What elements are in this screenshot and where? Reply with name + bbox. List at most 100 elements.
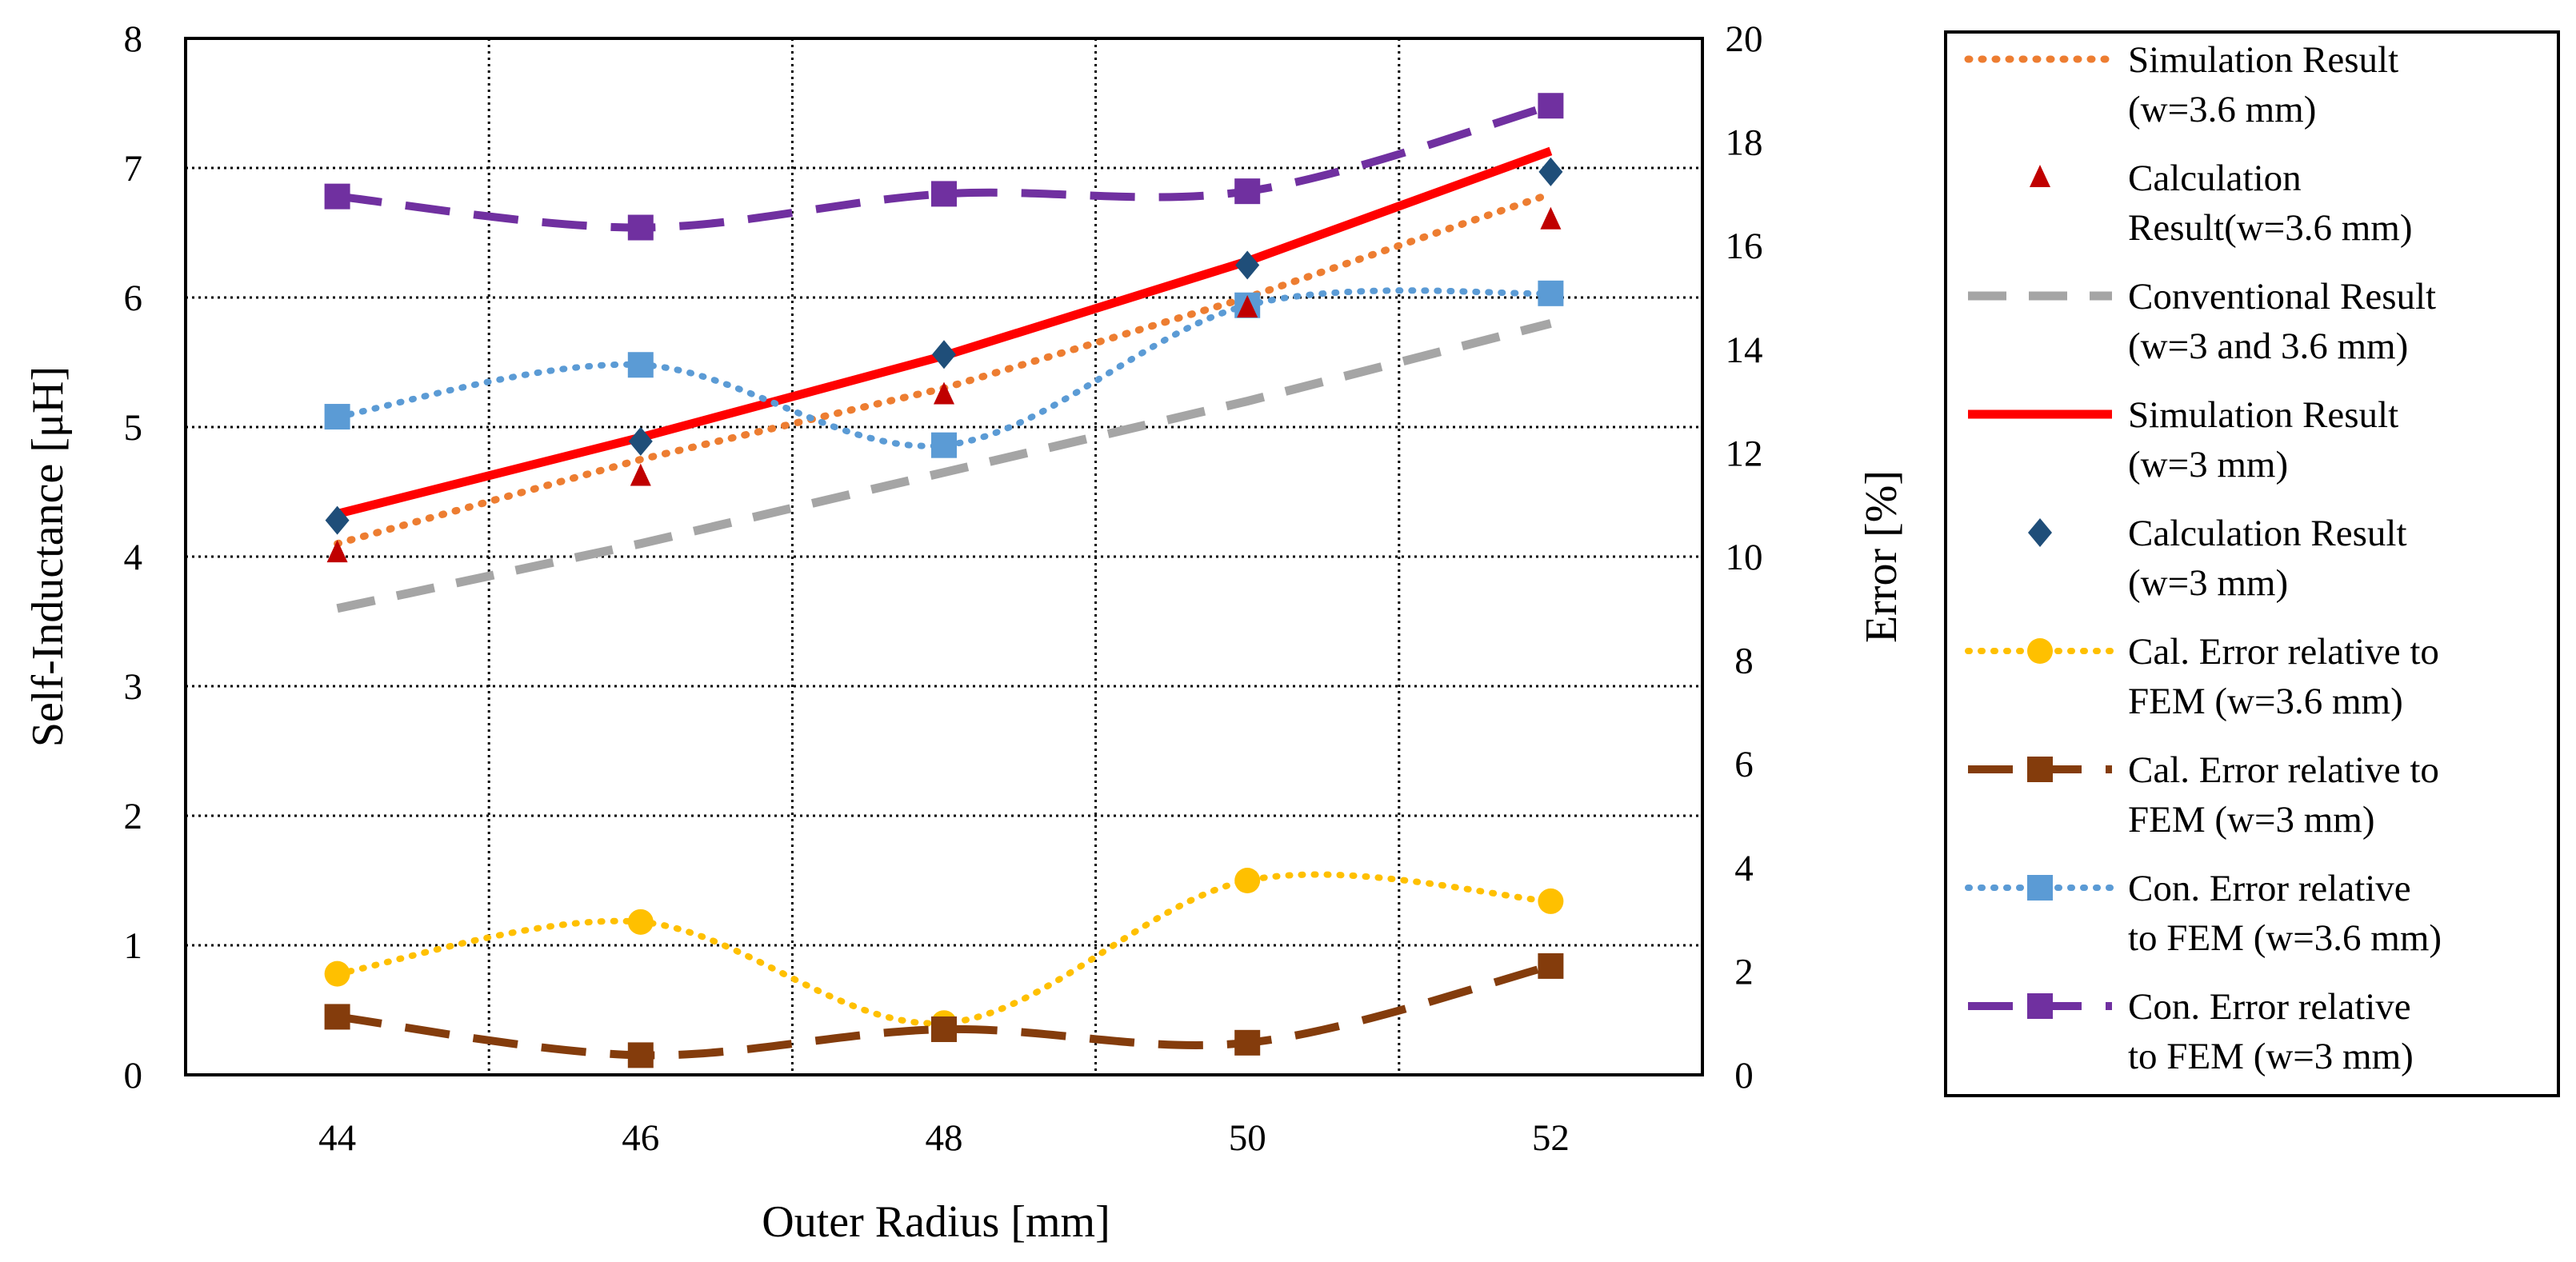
data-point: [326, 540, 348, 563]
y2-tick-label: 6: [1734, 744, 1754, 785]
y-tick-label: 1: [124, 925, 143, 967]
legend-label: (w=3.6 mm): [2128, 89, 2316, 130]
legend-label: Conventional Result: [2128, 276, 2436, 317]
plot-frame: [184, 37, 1704, 1076]
y-tick-label: 5: [124, 407, 143, 449]
data-point: [628, 426, 653, 456]
legend-label: (w=3 and 3.6 mm): [2128, 325, 2408, 367]
data-point: [1538, 952, 1564, 979]
series-6: [324, 952, 1564, 1068]
y-axis-title: Self-Inductance [μH]: [23, 366, 73, 747]
data-point: [1237, 294, 1258, 317]
legend-item: Con. Error relative to FEM (w=3.6 mm): [1965, 868, 2442, 959]
legend-item: Calculation Result(w=3.6 mm): [2030, 158, 2412, 249]
legend-item: Simulation Result (w=3.6 mm): [1964, 39, 2398, 130]
data-point: [1538, 157, 1563, 186]
data-point: [324, 183, 350, 210]
legend-label: to FEM (w=3 mm): [2128, 1036, 2414, 1077]
legend-label: (w=3 mm): [2128, 562, 2288, 604]
legend-item: Cal. Error relative to FEM (w=3.6 mm): [1965, 631, 2439, 722]
y-tick-label: 0: [124, 1055, 143, 1096]
legend-label: Result(w=3.6 mm): [2128, 207, 2412, 249]
legend-label: Cal. Error relative to: [2128, 749, 2439, 791]
data-point: [1540, 206, 1562, 230]
series-5: [324, 868, 1564, 1036]
legend-label: Simulation Result: [2128, 394, 2398, 436]
legend-item: Cal. Error relative to FEM (w=3 mm): [1968, 749, 2439, 841]
legend-label: FEM (w=3.6 mm): [2128, 681, 2403, 722]
x-tick-label: 50: [1229, 1117, 1266, 1159]
x-axis-title: Outer Radius [mm]: [762, 1197, 1110, 1247]
x-tick-label: 46: [622, 1117, 659, 1159]
data-point: [1234, 178, 1261, 205]
y2-tick-label: 4: [1734, 848, 1754, 889]
legend-label: FEM (w=3 mm): [2128, 799, 2375, 841]
y2-tick-label: 20: [1726, 18, 1763, 60]
legend-label: Con. Error relative: [2128, 986, 2411, 1028]
y-tick-label: 4: [124, 537, 143, 578]
y-tick-label: 3: [124, 666, 143, 708]
series-1: [326, 206, 1562, 563]
y-tick-label: 8: [124, 18, 143, 60]
y2-tick-label: 8: [1734, 641, 1754, 682]
series-4: [325, 157, 1563, 535]
x-tick-label: 44: [318, 1117, 356, 1159]
data-point: [934, 381, 954, 405]
y2-axis-title: Error [%]: [1857, 470, 1906, 643]
data-point: [324, 1004, 350, 1030]
data-point: [1234, 1029, 1261, 1056]
data-point: [630, 463, 651, 486]
legend-item: Calculation Result (w=3 mm): [2028, 513, 2407, 604]
data-point: [324, 404, 350, 430]
data-point: [627, 909, 654, 935]
series-line: [334, 871, 1554, 1027]
legend-label: Con. Error relative: [2128, 868, 2411, 909]
legend-label: Calculation: [2128, 158, 2302, 199]
y2-tick-label: 18: [1726, 122, 1763, 164]
y2-tick-label: 2: [1734, 951, 1754, 992]
legend-swatch-marker: [2027, 638, 2053, 664]
legend-label: Calculation Result: [2128, 513, 2407, 554]
data-point: [627, 214, 654, 241]
legend: Simulation Result (w=3.6 mm) Calculation Re…: [1964, 39, 2442, 1077]
legend-label: (w=3 mm): [2128, 444, 2288, 485]
legend-label: Cal. Error relative to: [2128, 631, 2439, 673]
gridlines: [186, 38, 1702, 1075]
legend-item: Simulation Result (w=3 mm): [1968, 394, 2398, 485]
legend-swatch-marker: [2027, 757, 2053, 782]
data-point: [931, 432, 957, 458]
legend-swatch-marker: [2030, 165, 2050, 187]
series-8: [324, 93, 1564, 241]
series-line: [337, 102, 1552, 232]
legend-label: to FEM (w=3.6 mm): [2128, 917, 2442, 959]
y2-tick-label: 14: [1726, 329, 1763, 371]
y2-tick-label: 10: [1726, 537, 1763, 578]
legend-label: Simulation Result: [2128, 39, 2398, 81]
data-point: [932, 340, 956, 369]
data-point: [1538, 888, 1564, 914]
legend-box: [1944, 30, 2560, 1097]
data-point: [1538, 93, 1564, 119]
y2-tick-label: 12: [1726, 433, 1763, 474]
data-point: [1235, 250, 1260, 280]
series-layer: [324, 93, 1564, 1068]
x-tick-label: 48: [926, 1117, 963, 1159]
data-point: [325, 505, 350, 535]
series-line: [336, 319, 1552, 613]
y2-tick-label: 0: [1734, 1055, 1754, 1096]
series-2: [336, 319, 1552, 613]
data-point: [931, 1016, 957, 1042]
legend-item: Con. Error relative to FEM (w=3 mm): [1968, 986, 2414, 1077]
data-point: [627, 1042, 654, 1068]
data-point: [324, 960, 350, 987]
data-point: [1538, 280, 1564, 306]
legend-item: Conventional Result (w=3 and 3.6 mm): [1968, 276, 2436, 367]
legend-swatch-marker: [2027, 993, 2053, 1019]
data-point: [1234, 868, 1261, 893]
data-point: [931, 181, 957, 207]
legend-swatch-marker: [2028, 518, 2052, 547]
y2-tick-label: 16: [1726, 226, 1763, 267]
legend-swatch-marker: [2027, 875, 2053, 901]
